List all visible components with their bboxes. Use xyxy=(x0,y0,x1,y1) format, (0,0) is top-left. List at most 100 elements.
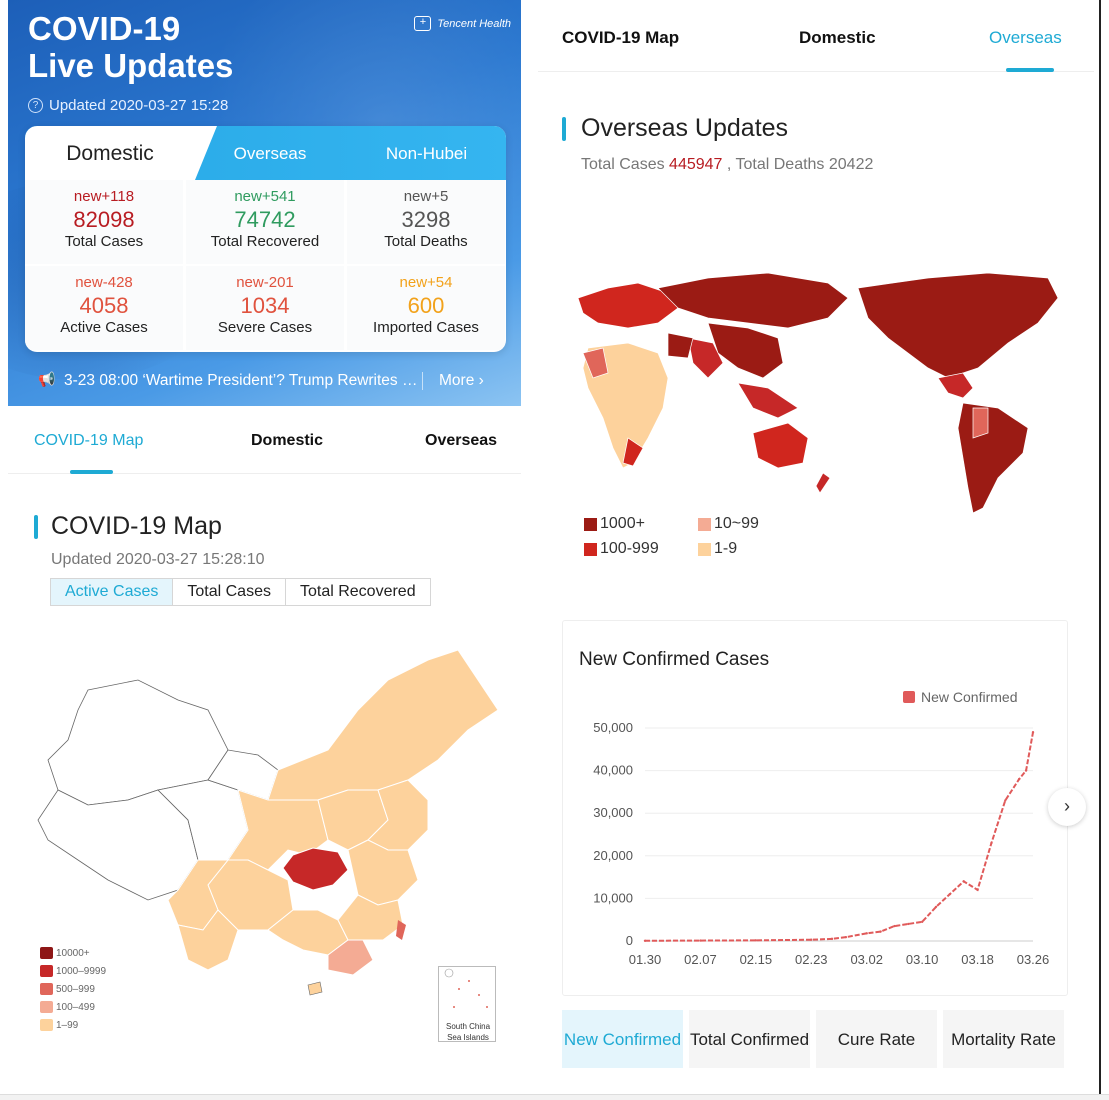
data-point xyxy=(830,937,834,941)
seg-total-recovered[interactable]: Total Recovered xyxy=(299,583,416,600)
tab-domestic[interactable]: Domestic xyxy=(25,126,217,180)
data-point xyxy=(893,924,896,928)
south-africa[interactable] xyxy=(622,437,644,467)
legend-item: 10000+ xyxy=(40,944,106,962)
stat-total-deaths: new+5 3298 Total Deaths xyxy=(347,180,505,264)
data-point xyxy=(810,938,813,941)
map-updated: Updated 2020-03-27 15:28:10 xyxy=(51,551,265,568)
overseas-totals: Total Cases 445947 , Total Deaths 20422 xyxy=(581,156,874,173)
data-point xyxy=(844,935,848,939)
tab-non-hubei[interactable]: Non-Hubei xyxy=(385,144,468,163)
hainan-province[interactable] xyxy=(307,981,323,996)
y-tick-label: 0 xyxy=(626,933,633,948)
legend-label: 500–999 xyxy=(56,983,95,995)
nav-overseas[interactable]: Overseas xyxy=(989,28,1062,47)
china-region[interactable] xyxy=(707,322,784,379)
nav-domestic[interactable]: Domestic xyxy=(799,28,876,47)
chart-legend[interactable]: New Confirmed xyxy=(903,689,1017,705)
tab-overseas[interactable]: Overseas xyxy=(233,144,307,163)
chevron-right-icon[interactable]: › xyxy=(1048,788,1086,826)
legend-label: 1-9 xyxy=(714,540,738,557)
chart-metric-tabs: New Confirmed Total Confirmed Cure Rate … xyxy=(562,1010,1064,1068)
guangdong-province[interactable] xyxy=(327,939,374,976)
legend-label: 10000+ xyxy=(56,947,90,959)
north-america[interactable] xyxy=(857,272,1059,379)
data-point xyxy=(643,939,647,942)
x-tick-label: 02.23 xyxy=(795,952,828,967)
stat-change: new-428 xyxy=(75,274,133,291)
nav-covid-map[interactable]: COVID-19 Map xyxy=(562,28,680,47)
legend-label: 100–499 xyxy=(56,1001,95,1013)
nav-overseas[interactable]: Overseas xyxy=(425,432,498,449)
legend-label: 1–99 xyxy=(56,1019,79,1031)
tab-new-confirmed[interactable]: New Confirmed xyxy=(562,1010,683,1068)
more-link[interactable]: More › xyxy=(439,372,484,389)
legend-swatch xyxy=(584,542,597,556)
world-map[interactable] xyxy=(568,268,1068,518)
legend-item: 100-999 xyxy=(584,540,659,558)
southeast-asia[interactable] xyxy=(737,382,799,419)
south-america[interactable] xyxy=(957,402,1029,514)
india-region[interactable] xyxy=(687,337,724,379)
new-zealand[interactable] xyxy=(815,472,831,494)
active-tab-indicator xyxy=(70,470,113,474)
seg-active-cases[interactable]: Active Cases xyxy=(51,579,174,605)
question-icon[interactable]: ? xyxy=(28,98,43,113)
overseas-title: Overseas Updates xyxy=(581,114,789,142)
megaphone-icon: 📢 xyxy=(38,371,56,387)
stats-card: Overseas Non-Hubei Domestic new+118 82098… xyxy=(25,126,506,352)
tab-total-confirmed[interactable]: Total Confirmed xyxy=(689,1010,810,1068)
stat-change: new+54 xyxy=(399,274,453,291)
legend-item: 100–499 xyxy=(40,998,106,1016)
x-tick-label: 02.07 xyxy=(684,952,717,967)
tab-mortality-rate[interactable]: Mortality Rate xyxy=(943,1010,1064,1068)
data-point xyxy=(699,939,702,942)
hero-banner: COVID-19 Live Updates + Tencent Health ?… xyxy=(8,0,521,406)
data-point xyxy=(1024,769,1028,772)
legend-swatch xyxy=(698,517,711,531)
section-marker xyxy=(34,515,38,539)
stat-label: Total Cases xyxy=(64,233,144,250)
nav-covid-map[interactable]: COVID-19 Map xyxy=(34,432,144,449)
data-point xyxy=(1031,731,1035,734)
data-point xyxy=(907,922,910,926)
hero-title: COVID-19 Live Updates xyxy=(28,10,234,84)
news-text[interactable]: 3-23 08:00 ‘Wartime President’? Trump Re… xyxy=(64,372,419,389)
russia-asia[interactable] xyxy=(657,272,849,329)
legend-swatch xyxy=(40,1001,53,1013)
europe[interactable] xyxy=(577,282,679,329)
x-tick-label: 03.26 xyxy=(1017,952,1050,967)
right-nav: COVID-19 Map Domestic Overseas xyxy=(538,0,1094,72)
seg-total-cases[interactable]: Total Cases xyxy=(173,579,286,605)
y-tick-label: 50,000 xyxy=(593,720,633,735)
stat-value: 3298 xyxy=(401,207,451,232)
north-africa[interactable] xyxy=(582,347,609,379)
stat-value: 82098 xyxy=(73,207,135,232)
stat-label: Active Cases xyxy=(60,319,148,336)
central-america[interactable] xyxy=(937,372,974,399)
andean-region[interactable] xyxy=(972,407,989,439)
australia[interactable] xyxy=(752,422,809,469)
taiwan-province[interactable] xyxy=(396,920,406,940)
x-tick-label: 03.02 xyxy=(850,952,883,967)
hubei-province[interactable] xyxy=(282,847,349,891)
stat-value: 600 xyxy=(407,293,445,318)
stat-label: Total Deaths xyxy=(384,233,468,250)
data-point xyxy=(976,888,979,892)
data-point xyxy=(920,920,924,924)
nav-domestic[interactable]: Domestic xyxy=(251,432,324,449)
legend-item: 1000+ xyxy=(584,515,645,533)
left-panel: COVID-19 Live Updates + Tencent Health ?… xyxy=(8,0,521,1100)
data-point xyxy=(1017,777,1021,781)
stat-change: new-201 xyxy=(236,274,294,291)
panel-divider xyxy=(1099,0,1101,1095)
chart-title: New Confirmed Cases xyxy=(579,649,770,670)
legend-label: 1000–9999 xyxy=(56,965,107,977)
middle-east[interactable] xyxy=(667,332,694,359)
china-map[interactable] xyxy=(28,640,508,1040)
tab-cure-rate[interactable]: Cure Rate xyxy=(816,1010,937,1068)
right-panel: COVID-19 Map Domestic Overseas Overseas … xyxy=(538,0,1098,1100)
news-ticker[interactable]: 📢 3-23 08:00 ‘Wartime President’? Trump … xyxy=(8,362,521,400)
y-tick-label: 40,000 xyxy=(593,763,633,778)
legend-item: 500–999 xyxy=(40,980,106,998)
